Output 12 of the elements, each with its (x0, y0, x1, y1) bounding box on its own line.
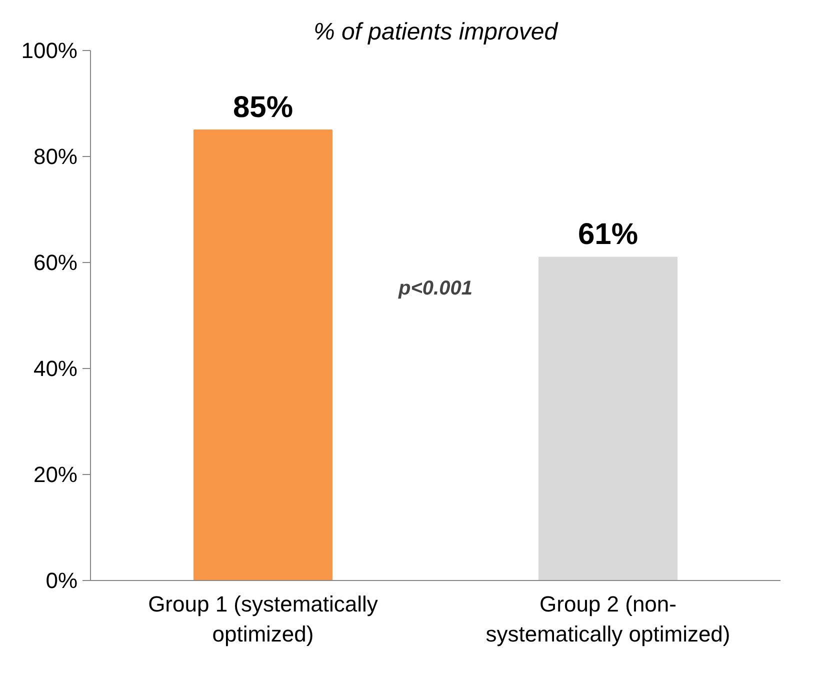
data-label: 61% (578, 218, 638, 252)
x-tick-label: Group 2 (non- systematically optimized) (486, 592, 730, 646)
y-tick-label: 60% (33, 250, 78, 275)
chart-title: % of patients improved (313, 18, 558, 46)
annotation: p<0.001 (398, 278, 472, 300)
y-tick-label: 100% (21, 38, 78, 63)
y-tick-label: 20% (33, 462, 78, 487)
data-label: 85% (232, 91, 294, 124)
y-tick-label: 80% (33, 144, 78, 169)
x-tick-label: Group 1 (systematically optimized) (148, 592, 378, 646)
y-tick-label: 0% (46, 568, 78, 593)
y-tick-label: 40% (33, 356, 78, 381)
